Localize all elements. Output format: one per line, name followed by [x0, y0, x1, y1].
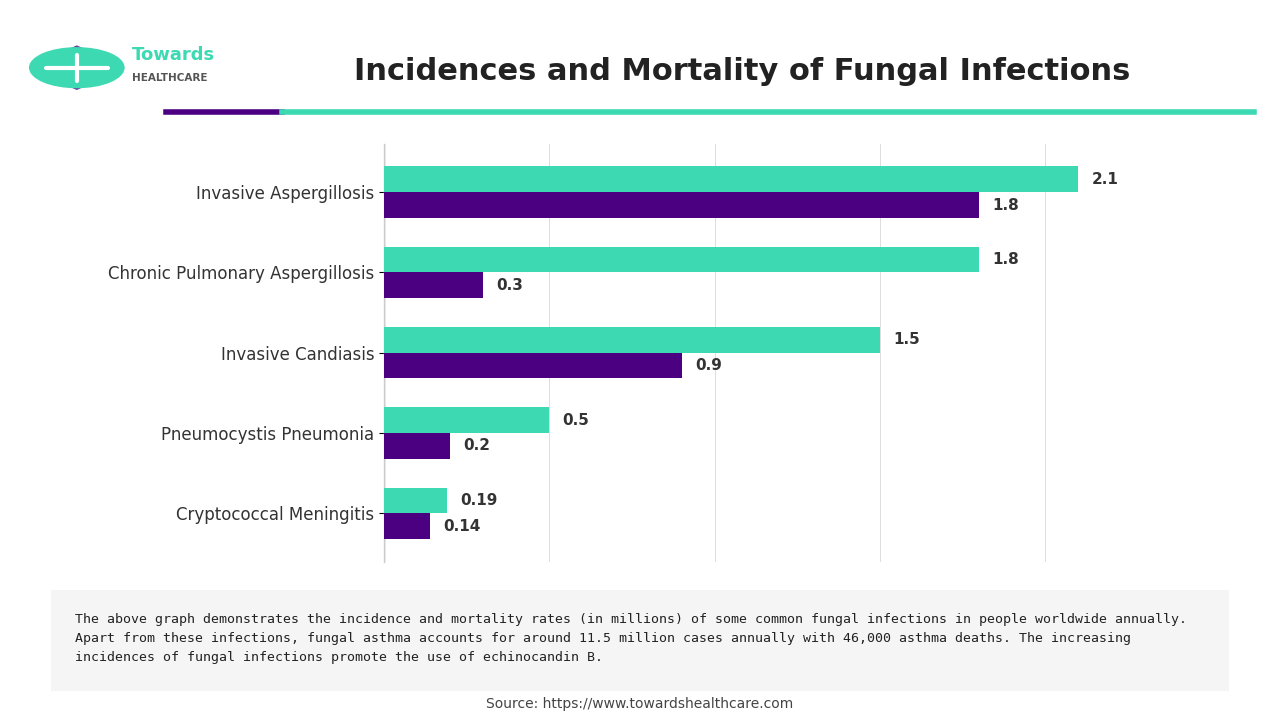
Text: 0.3: 0.3	[497, 278, 524, 293]
Text: Source: https://www.towardshealthcare.com: Source: https://www.towardshealthcare.co…	[486, 697, 794, 711]
Text: The above graph demonstrates the incidence and mortality rates (in millions) of : The above graph demonstrates the inciden…	[74, 613, 1187, 664]
Bar	[384, 247, 979, 272]
Text: 0.5: 0.5	[563, 413, 589, 428]
Bar	[384, 353, 681, 379]
Text: Incidences and Mortality of Fungal Infections: Incidences and Mortality of Fungal Infec…	[355, 58, 1130, 86]
Text: Towards: Towards	[132, 46, 215, 64]
Text: 2.1: 2.1	[1092, 172, 1119, 186]
Bar	[384, 433, 451, 459]
Legend: Incidences, Deaths: Incidences, Deaths	[645, 597, 916, 629]
Text: 1.8: 1.8	[992, 252, 1019, 267]
Text: 0.2: 0.2	[463, 438, 490, 454]
Text: 1.8: 1.8	[992, 197, 1019, 212]
Text: 0.19: 0.19	[460, 493, 498, 508]
Bar	[384, 327, 881, 353]
Text: HEALTHCARE: HEALTHCARE	[132, 73, 207, 83]
Bar	[384, 192, 979, 218]
Bar	[384, 487, 447, 513]
Text: 0.14: 0.14	[444, 519, 481, 534]
Polygon shape	[29, 46, 124, 89]
Bar	[384, 513, 430, 539]
Bar	[384, 408, 549, 433]
Bar	[384, 272, 484, 298]
Text: 0.9: 0.9	[695, 358, 722, 373]
Text: 1.5: 1.5	[893, 333, 920, 348]
Circle shape	[29, 48, 124, 88]
Bar	[384, 166, 1079, 192]
